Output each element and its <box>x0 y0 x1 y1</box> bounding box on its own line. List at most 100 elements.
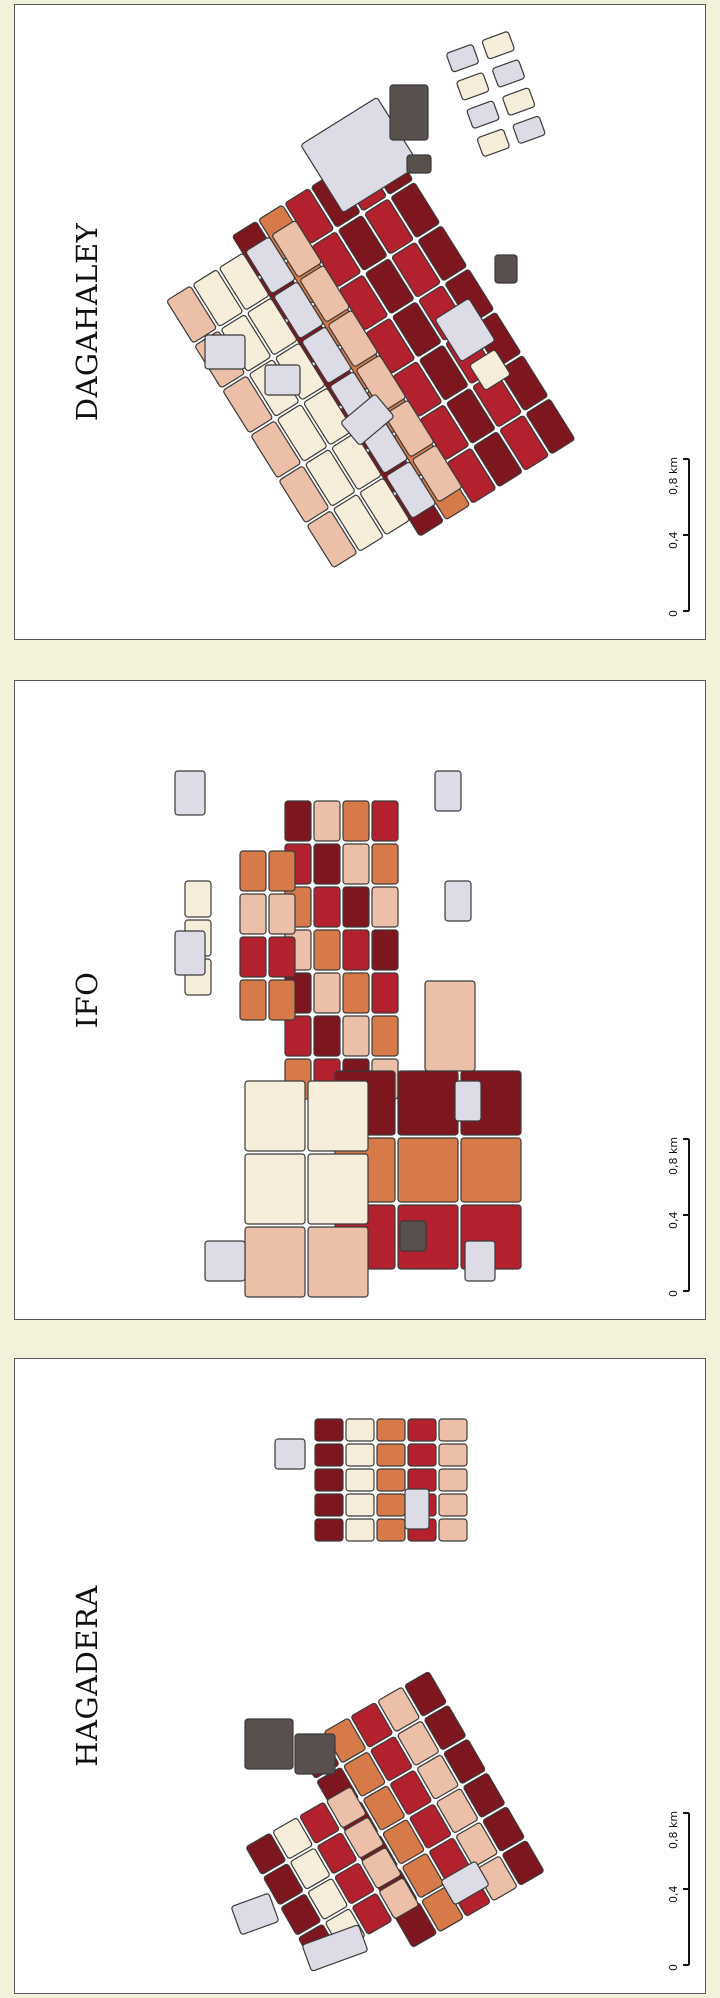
map-block <box>418 226 467 281</box>
scale-tick-0-4: 0,4 <box>667 531 680 550</box>
map-block <box>351 1702 393 1748</box>
camp-map-dagahaley <box>167 31 575 568</box>
map-block <box>314 1468 344 1492</box>
map-block <box>268 936 296 978</box>
map-block <box>263 1863 303 1905</box>
map-block <box>342 843 370 885</box>
map-block <box>376 1493 406 1517</box>
panel-title: IFO <box>70 971 104 1029</box>
map-block <box>331 433 382 490</box>
map-block <box>290 1848 330 1890</box>
map-block <box>494 254 518 284</box>
map-block <box>307 1080 369 1152</box>
map-block <box>473 432 522 487</box>
map-block <box>328 310 378 367</box>
map-block <box>334 1863 375 1904</box>
map-block <box>239 850 267 892</box>
map-block <box>313 972 341 1014</box>
map-block <box>274 1438 306 1470</box>
map-block <box>397 1070 459 1136</box>
map-block <box>313 1015 341 1057</box>
map-block <box>391 242 441 298</box>
map-block <box>184 880 212 918</box>
map-block <box>244 1080 306 1152</box>
map-block <box>174 770 206 816</box>
map-block <box>305 449 355 506</box>
map-block <box>409 1804 452 1849</box>
panel-title: HAGADERA <box>70 1585 104 1767</box>
map-block <box>435 298 495 362</box>
map-block <box>314 1443 344 1467</box>
map-block <box>307 1226 369 1298</box>
map-block <box>314 1418 344 1442</box>
map-block <box>438 1493 468 1517</box>
map-block <box>454 1080 482 1122</box>
map-block <box>294 1733 336 1775</box>
map-block <box>204 334 246 370</box>
map-block <box>193 270 243 327</box>
map-block <box>281 1894 321 1935</box>
map-block <box>307 511 357 568</box>
map-block <box>313 929 341 971</box>
map-block <box>436 1788 478 1833</box>
map-block <box>406 154 432 174</box>
map-block <box>379 1877 419 1919</box>
map-block <box>399 1220 427 1252</box>
map-block <box>466 100 500 129</box>
map-block <box>407 1443 437 1467</box>
map-block <box>407 1468 437 1492</box>
map-block <box>502 1840 544 1885</box>
map-block <box>317 1832 357 1874</box>
map-block <box>412 445 462 502</box>
map-block <box>245 237 296 294</box>
map-block <box>407 1418 437 1442</box>
map-block <box>417 1754 459 1800</box>
map-block <box>313 886 341 928</box>
map-block <box>366 318 415 374</box>
map-block <box>204 1240 246 1282</box>
map-block <box>392 302 441 357</box>
scale-tick-0-4: 0,4 <box>667 1211 680 1230</box>
map-block <box>344 1817 384 1859</box>
map-block <box>502 87 536 116</box>
map-block <box>244 1718 294 1770</box>
scale-bar: 0 0,4 0,8 km <box>655 1131 703 1301</box>
scale-bar-line <box>683 1812 690 1966</box>
map-block <box>526 399 575 454</box>
map-block <box>371 800 399 842</box>
map-block <box>512 115 546 144</box>
map-block <box>343 1752 386 1797</box>
map-block <box>345 1518 375 1542</box>
map-block <box>308 1878 348 1920</box>
map-block <box>345 1493 375 1517</box>
map-block <box>244 1153 306 1225</box>
map-panel-dagahaley: DAGAHALEY 0 0,4 0,8 km <box>14 4 706 640</box>
map-block <box>434 770 462 812</box>
map-block <box>476 128 510 157</box>
map-block <box>371 1015 399 1057</box>
map-block <box>441 1861 489 1905</box>
map-block <box>174 930 206 976</box>
map-block <box>371 972 399 1014</box>
map-block <box>402 1853 444 1898</box>
scale-bar: 0 0,4 0,8 km <box>655 451 703 621</box>
map-block <box>460 1137 522 1203</box>
map-block <box>389 84 429 141</box>
map-block <box>378 1687 420 1732</box>
map-block <box>251 421 301 478</box>
map-block <box>326 1787 367 1828</box>
scale-tick-0-8: 0,8 km <box>667 456 680 495</box>
map-block <box>302 327 352 384</box>
map-block <box>438 1468 468 1492</box>
map-block <box>272 220 322 277</box>
map-block <box>300 265 350 322</box>
map-block <box>376 1518 406 1542</box>
map-block <box>371 929 399 971</box>
map-block <box>456 72 490 101</box>
map-block <box>384 400 434 457</box>
map-block <box>268 850 296 892</box>
scale-bar-line <box>683 458 690 612</box>
map-block <box>376 1468 406 1492</box>
map-block <box>273 1818 313 1859</box>
scale-tick-0-4: 0,4 <box>667 1885 680 1904</box>
